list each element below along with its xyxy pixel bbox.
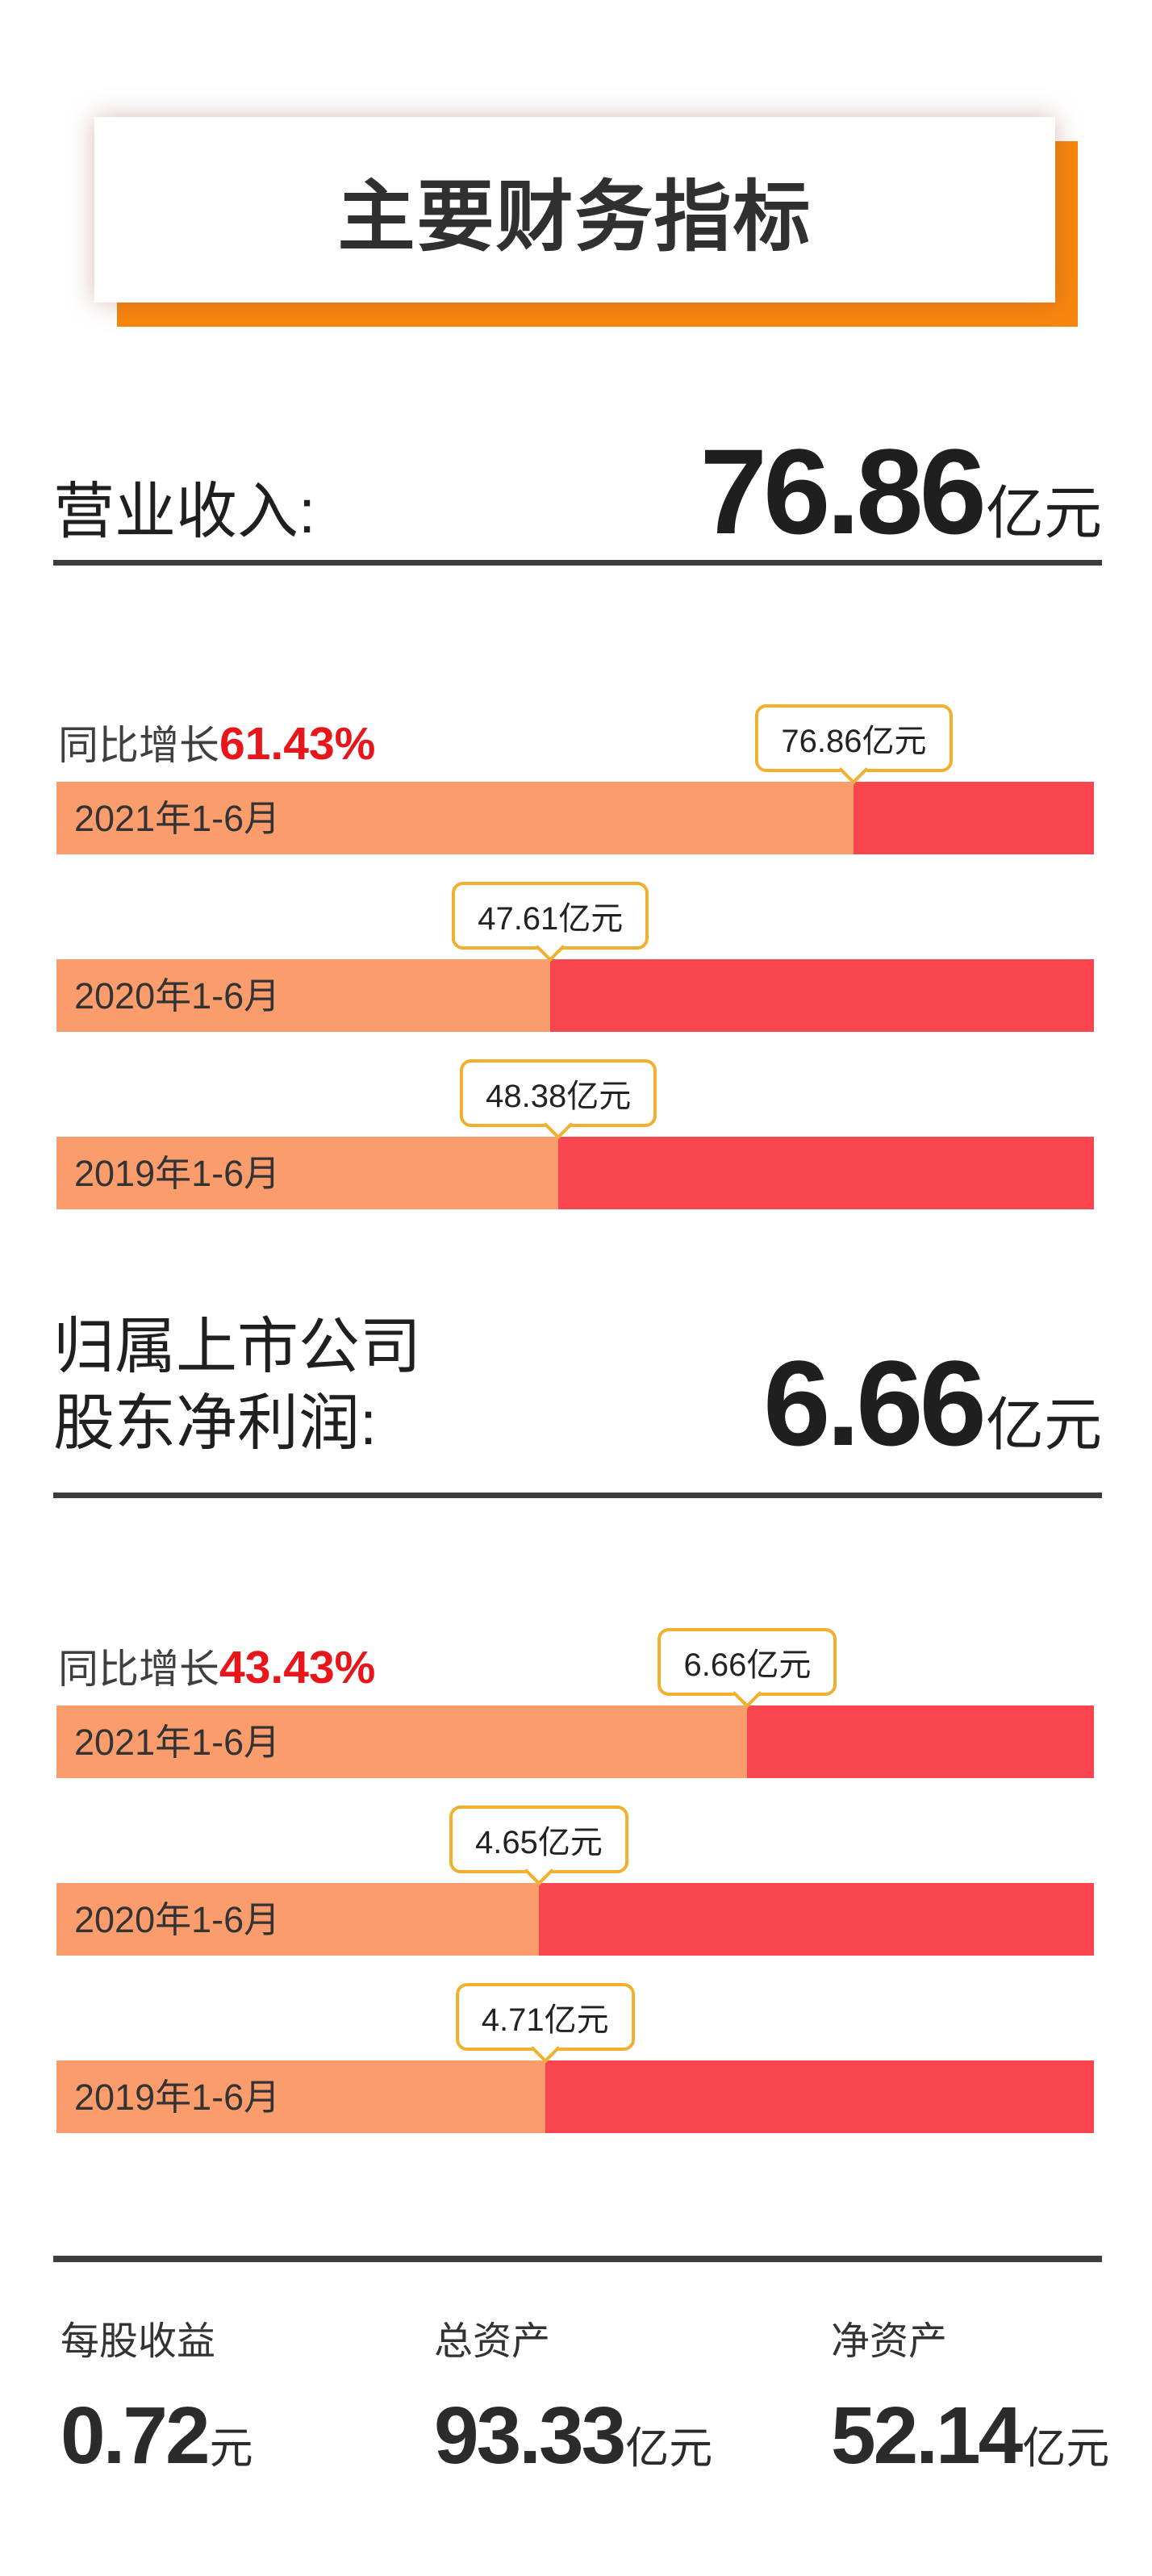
profit-header: 归属上市公司 股东净利润: 6.66亿元 bbox=[53, 1309, 1102, 1498]
value-callout: 4.71亿元 bbox=[455, 1983, 635, 2064]
bar-label: 2019年1-6月 bbox=[74, 1153, 281, 1194]
revenue-big-number: 76.86亿元 bbox=[700, 431, 1102, 552]
profit-chart: 同比增长43.43% 6.66亿元 2021年1-6月 4.65亿元 2020年… bbox=[56, 1618, 1094, 2150]
metric-unit: 亿元 bbox=[625, 2424, 713, 2473]
value-callout: 76.86亿元 bbox=[755, 704, 953, 785]
profit-growth: 同比增长43.43% bbox=[58, 1637, 375, 1695]
metric-net-assets: 净资产 52.14亿元 bbox=[831, 2309, 1109, 2482]
callout-text: 4.71亿元 bbox=[481, 2002, 609, 2038]
profit-value: 6.66 bbox=[763, 1335, 987, 1471]
growth-label: 同比增长 bbox=[58, 723, 219, 768]
bar-track: 2021年1-6月 bbox=[56, 1706, 1094, 1778]
callout-text: 48.38亿元 bbox=[486, 1079, 632, 1114]
value-callout: 4.65亿元 bbox=[449, 1806, 628, 1886]
metric-label: 净资产 bbox=[831, 2320, 948, 2363]
bar-label: 2021年1-6月 bbox=[74, 798, 281, 839]
bar-fill bbox=[56, 959, 551, 1032]
value-callout: 6.66亿元 bbox=[657, 1628, 837, 1709]
callout-text: 76.86亿元 bbox=[781, 724, 927, 759]
bar-fill bbox=[56, 2060, 545, 2133]
bar-row-2020-profit: 4.65亿元 2020年1-6月 bbox=[56, 1795, 1094, 1973]
growth-label: 同比增长 bbox=[58, 1647, 219, 1692]
callout-text: 4.65亿元 bbox=[475, 1825, 603, 1860]
metric-number: 52.14 bbox=[831, 2390, 1023, 2481]
revenue-chart: 同比增长61.43% 76.86亿元 2021年1-6月 47.61亿元 202… bbox=[56, 694, 1094, 1226]
bar-track: 2019年1-6月 bbox=[56, 2060, 1094, 2133]
metric-unit: 亿元 bbox=[1022, 2424, 1110, 2473]
bar-track: 2019年1-6月 bbox=[56, 1137, 1094, 1209]
callout-arrow-icon bbox=[530, 2033, 561, 2064]
profit-label-line1: 归属上市公司 bbox=[53, 1313, 421, 1381]
callout-text: 6.66亿元 bbox=[683, 1647, 812, 1683]
value-callout: 48.38亿元 bbox=[460, 1059, 657, 1140]
bar-row-2021-profit: 6.66亿元 2021年1-6月 bbox=[56, 1618, 1094, 1795]
bar-fill bbox=[56, 1706, 748, 1778]
bar-label: 2020年1-6月 bbox=[74, 975, 281, 1017]
revenue-growth: 同比增长61.43% bbox=[58, 713, 375, 771]
metric-label: 每股收益 bbox=[61, 2320, 216, 2363]
growth-value: 43.43% bbox=[219, 1642, 376, 1693]
bar-row-2019-revenue: 48.38亿元 2019年1-6月 bbox=[56, 1049, 1094, 1226]
bar-row-2020-revenue: 47.61亿元 2020年1-6月 bbox=[56, 871, 1094, 1049]
value-callout: 47.61亿元 bbox=[452, 882, 649, 962]
growth-value: 61.43% bbox=[219, 718, 376, 770]
bar-label: 2019年1-6月 bbox=[74, 2077, 281, 2118]
footer-divider bbox=[53, 2256, 1102, 2262]
bar-label: 2020年1-6月 bbox=[74, 1899, 281, 1940]
metric-total-assets: 总资产 93.33亿元 bbox=[434, 2309, 712, 2482]
title-card: 主要财务指标 bbox=[94, 117, 1055, 303]
bar-track: 2020年1-6月 bbox=[56, 1883, 1094, 1956]
bar-label: 2021年1-6月 bbox=[74, 1722, 281, 1763]
metric-label: 总资产 bbox=[434, 2320, 551, 2363]
callout-arrow-icon bbox=[733, 1678, 762, 1709]
metric-eps: 每股收益 0.72元 bbox=[61, 2309, 253, 2482]
bar-row-2019-profit: 4.71亿元 2019年1-6月 bbox=[56, 1973, 1094, 2150]
metric-value: 52.14亿元 bbox=[831, 2390, 1109, 2482]
callout-arrow-icon bbox=[839, 754, 869, 785]
bar-fill bbox=[56, 782, 854, 854]
profit-label: 归属上市公司 股东净利润: bbox=[53, 1309, 421, 1462]
profit-big-number: 6.66亿元 bbox=[763, 1342, 1102, 1463]
bar-fill bbox=[56, 1883, 539, 1956]
profit-unit: 亿元 bbox=[985, 1393, 1102, 1458]
revenue-header: 营业收入: 76.86亿元 bbox=[53, 431, 1102, 566]
metric-unit: 元 bbox=[209, 2424, 253, 2473]
revenue-label: 营业收入: bbox=[53, 478, 316, 546]
bar-track: 2021年1-6月 bbox=[56, 782, 1094, 854]
profit-label-line2: 股东净利润: bbox=[53, 1389, 378, 1458]
metric-number: 93.33 bbox=[434, 2390, 626, 2481]
page-title: 主要财务指标 bbox=[337, 173, 812, 261]
callout-arrow-icon bbox=[535, 932, 566, 962]
metric-number: 0.72 bbox=[61, 2390, 211, 2481]
callout-arrow-icon bbox=[543, 1109, 574, 1140]
callout-arrow-icon bbox=[524, 1856, 554, 1886]
metric-value: 0.72元 bbox=[61, 2390, 253, 2482]
bar-track: 2020年1-6月 bbox=[56, 959, 1094, 1032]
bar-row-2021-revenue: 76.86亿元 2021年1-6月 bbox=[56, 694, 1094, 871]
callout-text: 47.61亿元 bbox=[478, 901, 624, 937]
revenue-value: 76.86 bbox=[699, 424, 987, 559]
bar-fill bbox=[56, 1137, 559, 1209]
revenue-unit: 亿元 bbox=[985, 482, 1102, 546]
metric-value: 93.33亿元 bbox=[434, 2390, 712, 2482]
